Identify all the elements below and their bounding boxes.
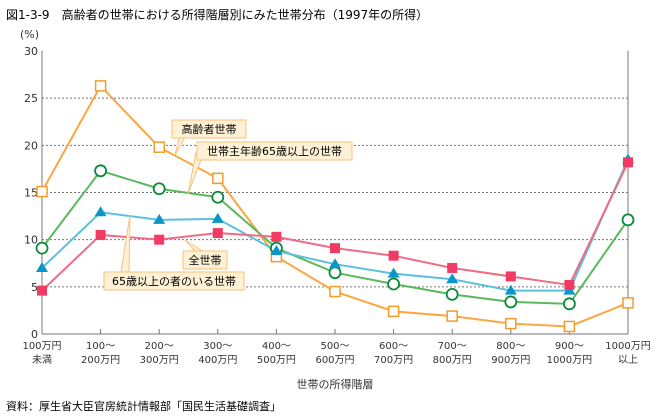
callout-pointer <box>120 214 131 273</box>
data-point <box>446 273 459 284</box>
x-tick-label: 500万円 <box>257 355 296 366</box>
y-tick-label: 5 <box>31 281 38 294</box>
y-tick-label: 20 <box>24 139 38 152</box>
data-point <box>446 310 458 322</box>
x-tick-label: 未満 <box>32 354 52 366</box>
data-point <box>445 287 459 301</box>
callout-box <box>103 271 245 291</box>
x-tick-label: 400～ <box>262 341 291 352</box>
x-tick-label: 800～ <box>496 341 525 352</box>
x-axis-label: 世帯の所得階層 <box>297 377 374 391</box>
data-point <box>330 243 340 254</box>
x-tick-label: 900～ <box>555 341 584 352</box>
data-point <box>387 267 400 278</box>
x-tick-label: 1000万円 <box>605 341 650 352</box>
x-tick-label: 100万円 <box>22 341 61 352</box>
x-tick-label: 300万円 <box>140 355 179 366</box>
x-tick-label: 200万円 <box>81 355 120 366</box>
data-point <box>388 250 399 261</box>
data-point <box>212 172 224 185</box>
source-note: 資料：厚生省大臣官房統計情報部「国民生活基礎調査」 <box>6 400 281 413</box>
data-point <box>563 320 576 333</box>
series-label: 全世帯 <box>189 253 222 267</box>
x-tick-label: 900万円 <box>491 355 530 366</box>
data-point <box>622 297 634 309</box>
x-tick-label: 500～ <box>320 341 349 352</box>
data-point <box>36 185 48 198</box>
data-point <box>152 182 166 196</box>
series-label: 世帯主年齢65歳以上の世帯 <box>207 144 342 158</box>
x-tick-label: 400万円 <box>198 355 237 366</box>
data-point <box>37 285 47 296</box>
series-label: 65歳以上の者のいる世帯 <box>112 275 236 288</box>
y-tick-label: 0 <box>31 328 38 341</box>
data-point <box>504 284 517 295</box>
data-point <box>94 164 107 178</box>
data-point <box>212 228 223 239</box>
data-point <box>329 285 341 298</box>
series-label: 高齢者世帯 <box>182 122 237 136</box>
data-point <box>505 317 517 330</box>
data-point <box>505 271 516 282</box>
data-point <box>563 297 576 311</box>
data-point <box>211 212 224 223</box>
data-point <box>94 206 107 217</box>
data-point <box>387 305 400 318</box>
y-axis-label: (%) <box>20 28 39 41</box>
data-point <box>153 141 165 153</box>
x-tick-label: 600～ <box>379 341 408 352</box>
x-tick-label: 1000万円 <box>547 355 592 366</box>
x-tick-label: 200～ <box>145 341 174 352</box>
data-point <box>36 261 48 272</box>
x-tick-label: 以上 <box>618 354 638 366</box>
data-point <box>328 266 342 280</box>
x-tick-label: 600万円 <box>315 355 354 366</box>
data-point <box>35 241 49 255</box>
data-point <box>154 234 165 245</box>
data-point <box>153 213 166 224</box>
data-point <box>621 213 635 227</box>
data-point <box>211 190 225 204</box>
callout-pointer <box>184 239 206 253</box>
x-tick-label: 700万円 <box>374 355 413 366</box>
y-tick-label: 15 <box>24 187 38 200</box>
x-tick-label: 100～ <box>86 341 115 352</box>
chart-title: 図1-3-9 高齢者の世帯における所得階層別にみた世帯分布（1997年の所得） <box>6 8 429 22</box>
data-point <box>95 229 106 240</box>
data-point <box>387 277 401 291</box>
data-point <box>271 231 282 242</box>
x-tick-label: 300～ <box>203 341 232 352</box>
data-point <box>447 262 458 273</box>
data-point <box>94 80 107 92</box>
data-point <box>623 157 633 168</box>
data-point <box>564 279 575 290</box>
y-tick-label: 10 <box>24 234 38 247</box>
x-tick-label: 800万円 <box>433 355 472 366</box>
data-point <box>270 244 283 255</box>
callout-box <box>171 119 247 139</box>
y-tick-label: 25 <box>24 92 38 105</box>
callout-box <box>182 250 228 270</box>
x-tick-label: 700～ <box>438 341 467 352</box>
data-point <box>504 295 518 309</box>
callout-box <box>196 141 353 161</box>
y-tick-label: 30 <box>24 45 38 58</box>
data-point <box>329 258 341 269</box>
